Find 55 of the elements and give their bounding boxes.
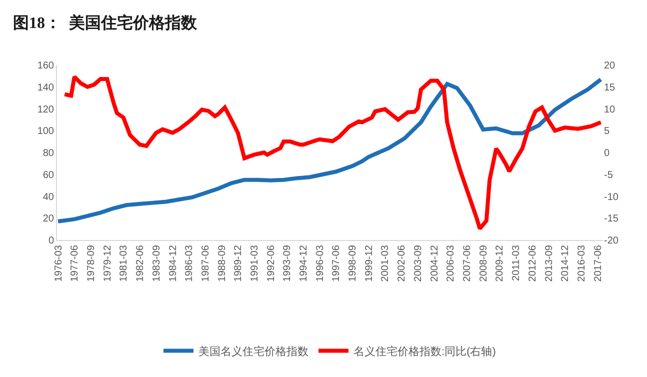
y-tick-label: 60 bbox=[42, 170, 54, 181]
y2-tick-label: -10 bbox=[604, 192, 619, 203]
x-tick-label: 1978-09 bbox=[86, 244, 98, 282]
x-tick-label: 1997-06 bbox=[331, 244, 342, 282]
y-tick-label: 160 bbox=[37, 60, 54, 72]
y2-tick-label: -5 bbox=[604, 170, 614, 181]
x-tick-label: 2016-03 bbox=[576, 244, 588, 282]
x-tick-label: 1994-12 bbox=[298, 244, 310, 282]
x-tick-label: 1991-03 bbox=[249, 244, 260, 282]
x-tick-label: 1999-12 bbox=[364, 244, 375, 282]
x-tick-label: 1998-09 bbox=[348, 244, 359, 282]
y-tick-label: 100 bbox=[37, 126, 54, 138]
x-tick-label: 1988-09 bbox=[216, 244, 228, 282]
x-tick-label: 1993-09 bbox=[282, 244, 294, 282]
x-tick-label: 1986-03 bbox=[184, 244, 196, 282]
y-tick-label: 80 bbox=[42, 148, 54, 159]
x-tick-label: 2003-09 bbox=[412, 244, 424, 282]
x-tick-label: 2007-06 bbox=[462, 244, 473, 282]
x-tick-label: 2012-06 bbox=[527, 244, 538, 282]
x-tick-label: 2006-03 bbox=[446, 244, 457, 282]
x-tick-label: 1977-06 bbox=[70, 244, 81, 282]
x-tick-label: 1982-06 bbox=[135, 244, 146, 282]
x-tick-label: 2011-03 bbox=[510, 244, 522, 281]
y2-tick-label: 20 bbox=[604, 60, 616, 72]
x-tick-label: 1983-09 bbox=[151, 244, 162, 282]
y-tick-label: 120 bbox=[37, 104, 54, 116]
y2-tick-label: -15 bbox=[604, 214, 619, 225]
y-tick-label: 20 bbox=[42, 214, 54, 225]
x-tick-label: 2008-09 bbox=[478, 244, 490, 282]
legend-label: 美国名义住宅价格指数 bbox=[198, 345, 308, 358]
y-tick-label: 40 bbox=[42, 192, 54, 203]
x-tick-label: 1987-06 bbox=[200, 244, 212, 282]
x-tick-label: 2013-09 bbox=[544, 244, 555, 282]
x-tick-label: 2002-06 bbox=[396, 244, 408, 282]
x-tick-label: 2009-12 bbox=[494, 244, 506, 282]
x-tick-label: 1979-12 bbox=[102, 244, 114, 282]
chart-title: 图18： 美国住宅价格指数 bbox=[12, 13, 198, 32]
x-tick-label: 1981-03 bbox=[118, 244, 130, 282]
y2-tick-label: -20 bbox=[604, 236, 619, 246]
x-tick-label: 2014-12 bbox=[560, 244, 572, 282]
y-tick-label: 0 bbox=[48, 236, 54, 246]
x-tick-label: 1976-03 bbox=[53, 244, 64, 282]
x-tick-label: 1989-12 bbox=[233, 244, 244, 282]
x-tick-label: 2017-06 bbox=[592, 244, 604, 282]
legend-label: 名义住宅价格指数:同比(右轴) bbox=[354, 345, 496, 358]
x-tick-label: 2004-12 bbox=[429, 244, 440, 282]
x-tick-label: 1996-03 bbox=[314, 244, 326, 282]
y2-tick-label: 0 bbox=[604, 148, 610, 159]
x-tick-label: 2001-03 bbox=[380, 244, 392, 282]
x-tick-label: 1984-12 bbox=[168, 244, 179, 282]
y2-tick-label: 15 bbox=[604, 82, 616, 94]
y2-tick-label: 5 bbox=[604, 126, 610, 138]
y2-tick-label: 10 bbox=[604, 104, 616, 116]
x-tick-label: 1992-06 bbox=[266, 244, 277, 282]
y-tick-label: 140 bbox=[37, 82, 54, 94]
